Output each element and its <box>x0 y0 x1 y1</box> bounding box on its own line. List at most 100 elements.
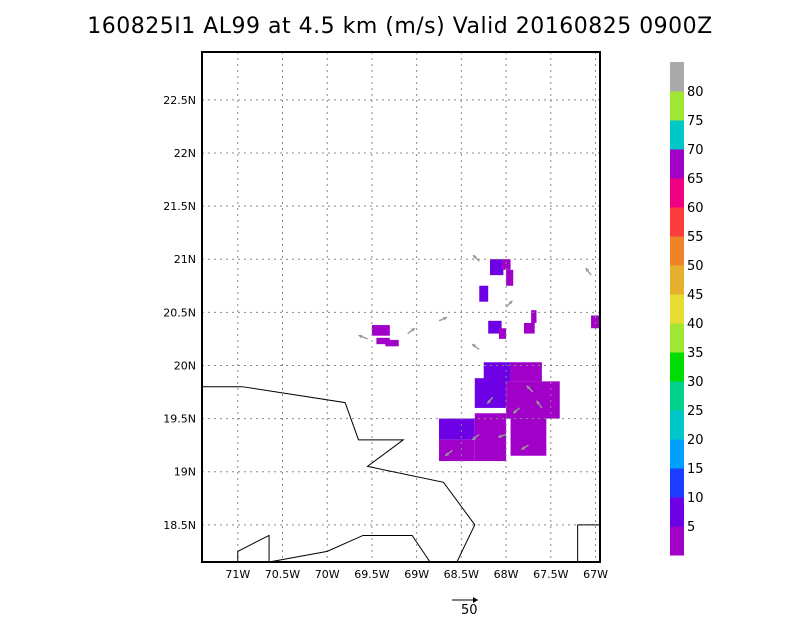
graticule-grid <box>202 52 600 562</box>
map-title: 160825I1 AL99 at 4.5 km (m/s) Valid 2016… <box>87 14 713 39</box>
wind-arrow <box>497 433 507 438</box>
colorbar-swatch <box>670 149 684 179</box>
wind-arrow <box>526 385 534 393</box>
colorbar-swatch <box>670 381 684 411</box>
colorbar-label: 30 <box>687 375 704 390</box>
longitude-tick-label: 70W <box>315 568 340 581</box>
colorbar-swatch <box>670 323 684 353</box>
map-frame <box>201 51 601 563</box>
colorbar-label: 40 <box>687 317 704 332</box>
colorbar-label: 65 <box>687 172 704 187</box>
wind-cell <box>531 310 537 323</box>
colorbar-label: 50 <box>687 259 704 274</box>
coastlines <box>202 386 600 563</box>
latitude-tick-label: 22N <box>174 147 196 160</box>
colorbar-swatch <box>670 439 684 469</box>
colorbar-swatch <box>670 120 684 150</box>
wind-arrow <box>535 400 543 409</box>
latitude-tick-labels: 18.5N 19N 19.5N 20N 20.5N 21N 21.5N 22N 22.5N <box>163 94 196 532</box>
wind-arrow <box>486 396 494 405</box>
wind-arrow <box>444 449 453 457</box>
wind-cell <box>479 285 489 302</box>
colorbar-swatch <box>670 410 684 440</box>
wind-cell <box>523 322 535 334</box>
colorbar-swatch <box>670 497 684 527</box>
wind-cell <box>506 269 514 286</box>
colorbar: 5 10 15 20 25 30 35 40 45 50 55 60 65 70 75 80 <box>670 62 704 556</box>
colorbar-label: 55 <box>687 230 704 245</box>
reference-vector: 50 <box>452 597 478 618</box>
longitude-tick-label: 67.5W <box>533 568 568 581</box>
colorbar-label: 15 <box>687 462 704 477</box>
wind-arrow <box>520 444 529 451</box>
colorbar-label: 35 <box>687 346 704 361</box>
colorbar-swatch <box>670 352 684 382</box>
colorbar-swatch <box>670 265 684 295</box>
wind-arrow <box>505 300 513 308</box>
latitude-tick-label: 19.5N <box>163 413 196 426</box>
longitude-tick-label: 67W <box>583 568 608 581</box>
longitude-tick-label: 68.5W <box>444 568 479 581</box>
colorbar-label: 45 <box>687 288 704 303</box>
longitude-tick-label: 69.5W <box>354 568 389 581</box>
wind-cell <box>510 362 542 382</box>
colorbar-swatch <box>670 62 684 92</box>
coastline <box>237 534 431 563</box>
latitude-tick-label: 19N <box>174 466 196 479</box>
colorbar-label: 80 <box>687 85 704 100</box>
wind-cell <box>385 339 399 347</box>
reference-vector-label: 50 <box>461 603 478 618</box>
colorbar-label: 20 <box>687 433 704 448</box>
colorbar-label: 75 <box>687 114 704 129</box>
wind-arrow <box>358 334 368 340</box>
colorbar-swatch <box>670 91 684 121</box>
wind-arrow <box>407 327 416 335</box>
colorbar-swatch <box>670 207 684 237</box>
latitude-tick-label: 20.5N <box>163 306 196 319</box>
wind-arrow <box>471 433 480 441</box>
colorbar-label: 70 <box>687 143 704 158</box>
coastline <box>577 524 600 562</box>
wind-cell <box>591 315 600 329</box>
latitude-tick-label: 20N <box>174 359 196 372</box>
latitude-tick-label: 18.5N <box>163 519 196 532</box>
wind-speed-shading <box>371 259 600 462</box>
wind-cell <box>498 328 507 339</box>
wind-vectors <box>358 254 592 457</box>
latitude-tick-label: 21N <box>174 253 196 266</box>
colorbar-label: 5 <box>687 520 695 535</box>
wind-arrow <box>472 254 480 262</box>
wind-cell <box>483 362 511 382</box>
wind-cell <box>371 325 390 336</box>
wind-cell <box>439 418 475 440</box>
colorbar-swatch <box>670 294 684 324</box>
wind-cell <box>510 418 547 456</box>
reference-vector-head <box>473 597 478 603</box>
longitude-tick-label: 69W <box>404 568 429 581</box>
wind-cell <box>501 259 511 270</box>
wind-arrow <box>585 267 592 276</box>
wind-cell <box>439 439 475 462</box>
colorbar-swatch <box>670 468 684 498</box>
coastline <box>202 386 476 563</box>
latitude-tick-label: 21.5N <box>163 200 196 213</box>
longitude-tick-label: 70.5W <box>265 568 300 581</box>
longitude-tick-label: 71W <box>225 568 250 581</box>
colorbar-swatch <box>670 236 684 266</box>
longitude-tick-labels: 71W 70.5W 70W 69.5W 69W 68.5W 68W 67.5W 67W <box>225 568 608 581</box>
longitude-tick-label: 68W <box>494 568 519 581</box>
wind-arrow <box>471 343 480 351</box>
colorbar-label: 60 <box>687 201 704 216</box>
wind-cell <box>474 378 507 408</box>
colorbar-swatch <box>670 178 684 208</box>
wind-cell <box>376 337 390 345</box>
wind-arrow <box>512 407 520 414</box>
colorbar-label: 10 <box>687 491 704 506</box>
wind-cell <box>489 259 504 276</box>
latitude-tick-label: 22.5N <box>163 94 196 107</box>
colorbar-swatch <box>670 526 684 556</box>
colorbar-label: 25 <box>687 404 704 419</box>
wind-cell <box>488 320 502 334</box>
wind-arrow <box>438 316 448 322</box>
